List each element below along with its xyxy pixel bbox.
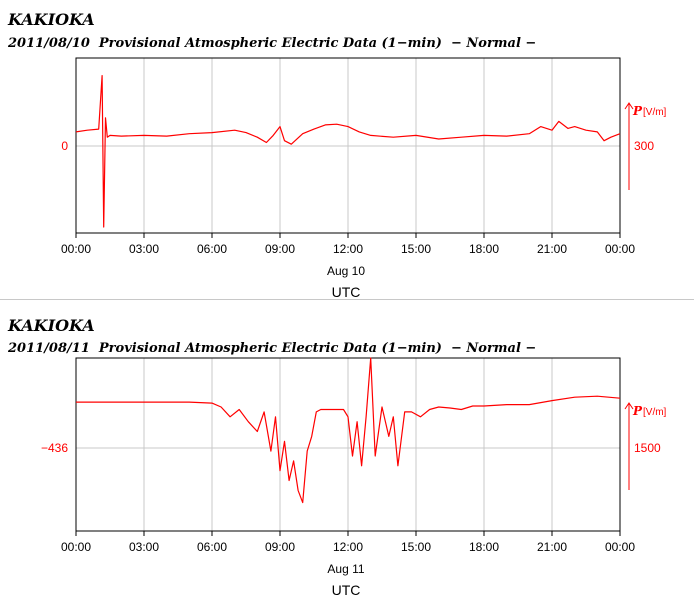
x-tick-label: 03:00 [129, 242, 159, 256]
scale-arrow-up [624, 402, 634, 410]
x-tick-label: 15:00 [401, 242, 431, 256]
baseline-value-label: 0 [61, 139, 68, 153]
baseline-value-label: −436 [41, 441, 68, 455]
data-series-line [76, 357, 621, 504]
unit-label: [V/m] [643, 407, 667, 418]
x-tick-label: 00:00 [61, 242, 91, 256]
chart-panel-2: KAKIOKA 2011/08/11 Provisional Atmospher… [0, 308, 694, 610]
x-tick-label: 00:00 [61, 540, 91, 554]
chart-svg: 00:00 03:00 06:00 09:00 12:00 15:00 18:00 21:00… [61, 57, 667, 300]
chart-subtitle: 2011/08/10 Provisional Atmospheric Elect… [8, 36, 537, 51]
param-label: P [632, 104, 643, 118]
chart-subtitle: 2011/08/11 Provisional Atmospheric Elect… [8, 341, 537, 356]
x-tick-label: 12:00 [333, 540, 363, 554]
chart-svg: 00:00 03:00 06:00 09:00 12:00 15:00 18:00 21:00… [41, 357, 667, 598]
date-label: Aug 10 [327, 264, 365, 278]
x-axis-label: UTC [332, 284, 361, 300]
x-tick-label: 00:00 [605, 540, 635, 554]
x-tick-label: 21:00 [537, 540, 567, 554]
x-tick-label: 03:00 [129, 540, 159, 554]
x-tick-label: 09:00 [265, 242, 295, 256]
station-name: KAKIOKA [8, 316, 95, 335]
scale-value-label: 1500 [634, 441, 661, 455]
x-tick-label: 18:00 [469, 540, 499, 554]
x-axis-label: UTC [332, 582, 361, 598]
x-tick-label: 09:00 [265, 540, 295, 554]
x-tick-label: 15:00 [401, 540, 431, 554]
x-tick-label: 12:00 [333, 242, 363, 256]
param-label: P [632, 404, 643, 418]
panel-divider [0, 299, 694, 300]
station-name: KAKIOKA [8, 10, 95, 29]
unit-label: [V/m] [643, 107, 667, 118]
chart-panel-1: KAKIOKA 2011/08/10 Provisional Atmospher… [0, 0, 694, 300]
scale-arrow-up [624, 102, 634, 110]
x-tick-label: 06:00 [197, 540, 227, 554]
scale-value-label: 300 [634, 139, 654, 153]
x-tick-label: 18:00 [469, 242, 499, 256]
x-tick-label: 21:00 [537, 242, 567, 256]
date-label: Aug 11 [327, 562, 364, 576]
x-tick-label: 06:00 [197, 242, 227, 256]
data-series-line [75, 75, 621, 228]
x-tick-label: 00:00 [605, 242, 635, 256]
